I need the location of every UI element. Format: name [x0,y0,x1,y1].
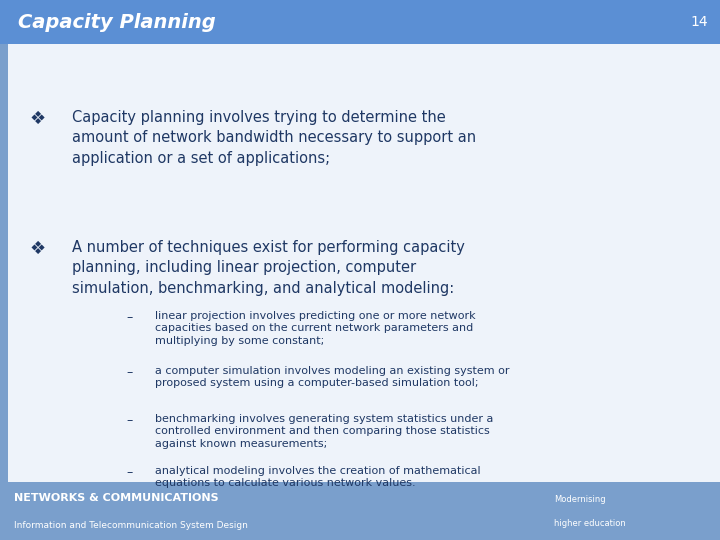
Bar [0,0,720,44]
Text: ❖: ❖ [30,110,46,128]
Text: 14: 14 [690,15,708,29]
Text: NETWORKS & COMMUNICATIONS: NETWORKS & COMMUNICATIONS [14,493,219,503]
Text: Capacity planning involves trying to determine the
amount of network bandwidth n: Capacity planning involves trying to det… [72,110,476,166]
Text: Capacity Planning: Capacity Planning [18,12,216,31]
Text: –: – [127,366,133,379]
Text: –: – [127,465,133,479]
Text: a computer simulation involves modeling an existing system or
proposed system us: a computer simulation involves modeling … [155,366,510,388]
Bar [0,482,720,540]
Text: benchmarking involves generating system statistics under a
controlled environmen: benchmarking involves generating system … [155,414,493,449]
Bar [0,44,720,482]
Text: analytical modeling involves the creation of mathematical
equations to calculate: analytical modeling involves the creatio… [155,465,481,488]
Text: higher education: higher education [554,519,626,529]
Bar [0,44,8,482]
Text: –: – [127,414,133,427]
Text: –: – [127,310,133,324]
Text: Information and Telecommunication System Design: Information and Telecommunication System… [14,521,248,530]
Text: ❖: ❖ [30,240,46,258]
Text: Modernising: Modernising [554,496,606,504]
Text: A number of techniques exist for performing capacity
planning, including linear : A number of techniques exist for perform… [72,240,465,296]
Text: linear projection involves predicting one or more network
capacities based on th: linear projection involves predicting on… [155,310,476,346]
